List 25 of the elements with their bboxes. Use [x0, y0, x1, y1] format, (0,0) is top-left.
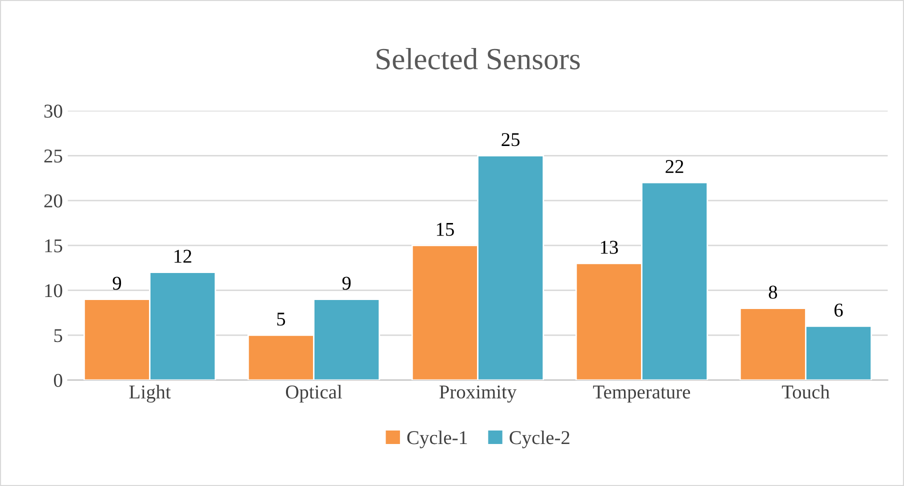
x-tick-label: Light — [129, 384, 171, 403]
y-tick-label: 25 — [44, 150, 62, 163]
data-label: 9 — [112, 276, 122, 290]
y-tick-label: 30 — [44, 104, 62, 118]
data-label: 15 — [436, 222, 454, 236]
data-label: 13 — [600, 240, 618, 254]
x-tick-label: Proximity — [439, 385, 517, 403]
x-tick-label: Temperature — [593, 386, 690, 403]
y-tick-label: 20 — [44, 194, 62, 208]
data-label: 8 — [768, 286, 778, 299]
chart-title: Selected Sensors — [376, 48, 580, 70]
data-label: 6 — [834, 304, 843, 317]
legend-label: Cycle-2 — [510, 430, 570, 448]
data-label: 25 — [502, 133, 520, 146]
y-tick-label: 0 — [54, 374, 62, 387]
y-tick-label: 15 — [45, 239, 62, 252]
legend-label: Cycle-1 — [407, 430, 467, 448]
data-label: 12 — [174, 250, 192, 263]
x-tick-label: Optical — [286, 384, 342, 403]
data-label: 5 — [277, 312, 286, 326]
y-tick-label: 10 — [45, 284, 62, 298]
data-label: 9 — [342, 276, 351, 290]
x-tick-label: Touch — [782, 384, 830, 399]
data-label: 22 — [666, 160, 684, 173]
y-tick-label: 5 — [54, 329, 62, 342]
